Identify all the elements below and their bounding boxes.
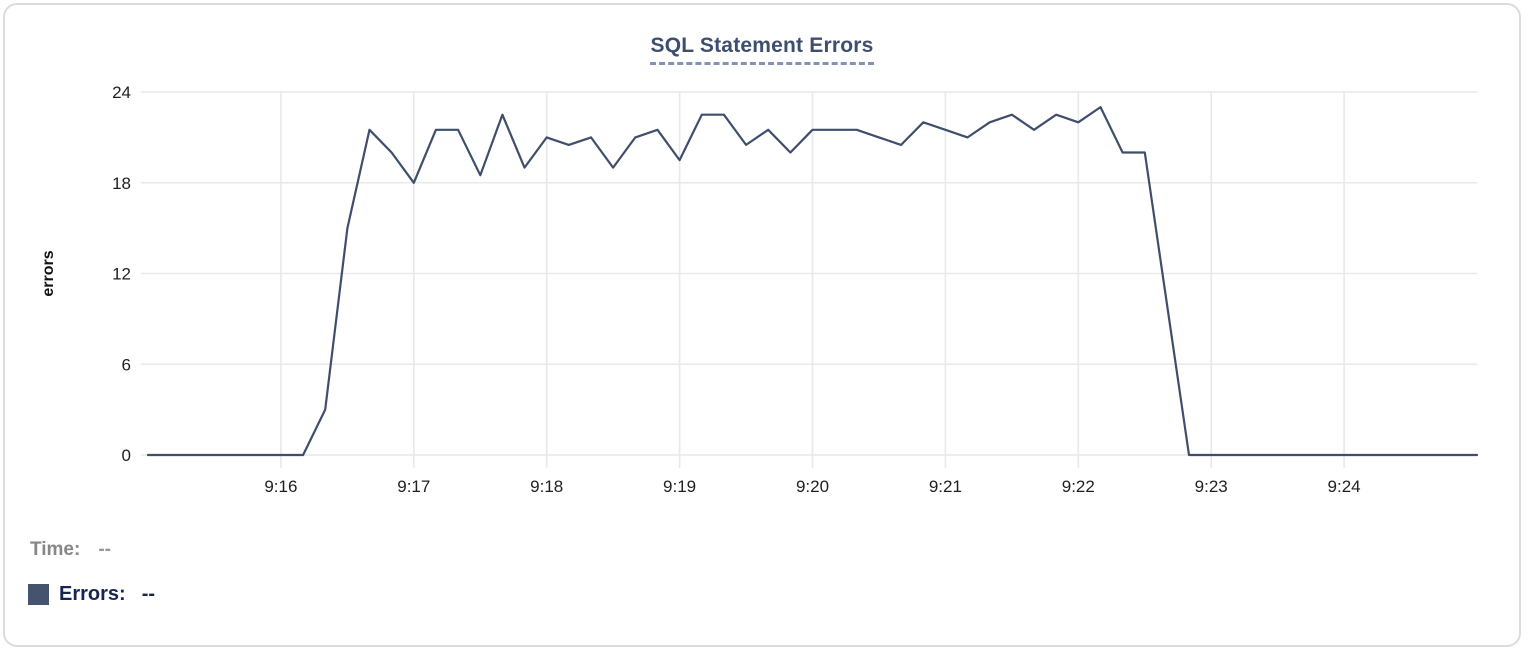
errors-series-line: [146, 105, 1479, 457]
x-tick-label: 9:18: [530, 477, 563, 496]
legend-errors-row: Errors: --: [28, 583, 155, 606]
y-axis-title: errors: [40, 250, 57, 296]
legend-time-value: --: [98, 539, 111, 560]
legend-errors-value: --: [141, 583, 156, 605]
chart-card: SQL Statement Errors 0 6 12 18 24 9:16 9:17 9:1…: [3, 3, 1521, 647]
y-tick-label: 6: [122, 355, 131, 374]
x-tick-label: 9:19: [663, 477, 696, 496]
legend-time-label: Time:: [30, 539, 81, 560]
legend-errors-label: Errors:: [59, 583, 126, 605]
x-tick-label: 9:21: [929, 477, 962, 496]
chart-legend: Time: -- Errors: --: [28, 539, 155, 606]
y-tick-label: 0: [122, 446, 131, 465]
x-tick-label: 9:20: [796, 477, 829, 496]
x-tick-label: 9:24: [1328, 477, 1361, 496]
errors-series-swatch-icon: [28, 584, 49, 605]
chart-header: SQL Statement Errors: [5, 34, 1519, 65]
x-tick-label: 9:16: [264, 477, 297, 496]
x-tick-label: 9:23: [1195, 477, 1228, 496]
y-tick-label: 18: [112, 174, 131, 193]
x-tick-label: 9:22: [1062, 477, 1095, 496]
x-tick-label: 9:17: [397, 477, 430, 496]
legend-time-row: Time: --: [30, 539, 155, 561]
y-tick-label: 24: [112, 83, 131, 102]
chart-title[interactable]: SQL Statement Errors: [650, 34, 874, 65]
y-tick-label: 12: [112, 265, 131, 284]
sql-errors-line-chart[interactable]: 0 6 12 18 24 9:16 9:17 9:18 9:19 9:20 9:21 9:22 9:23…: [5, 5, 1528, 657]
